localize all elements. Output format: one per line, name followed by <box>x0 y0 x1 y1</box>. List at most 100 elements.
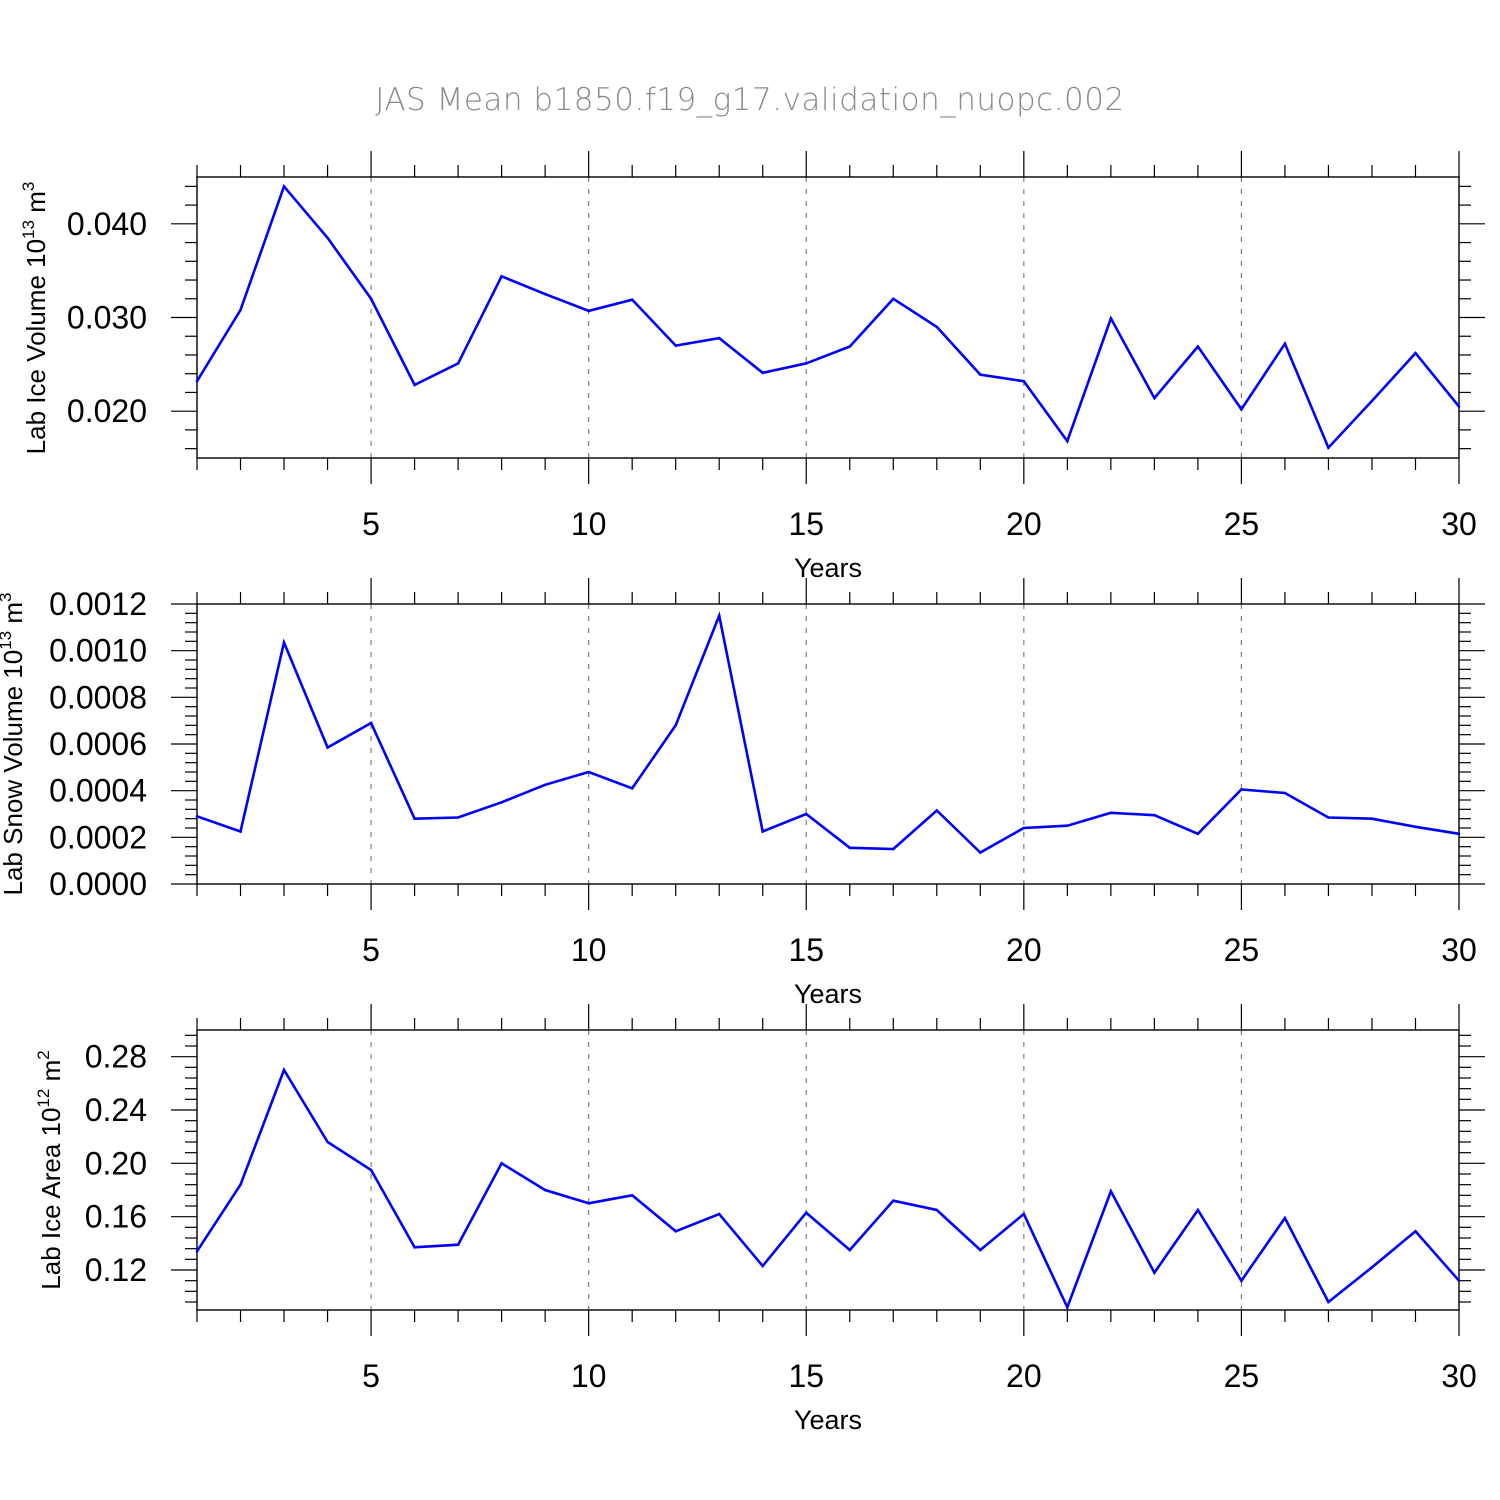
data-point <box>804 812 808 816</box>
y-tick-label: 0.020 <box>67 393 147 429</box>
data-point <box>804 1211 808 1214</box>
data-point <box>848 345 852 348</box>
data-point <box>282 641 286 644</box>
y-tick-label: 0.030 <box>67 300 147 336</box>
data-point <box>979 373 982 376</box>
data-point <box>282 1068 286 1072</box>
x-axis-label: Years <box>794 553 862 583</box>
y-axis-label-text: Lab Ice Volume 10 <box>21 239 51 454</box>
data-point <box>587 770 590 774</box>
x-axis-label: Years <box>794 979 862 1009</box>
data-point <box>500 801 503 804</box>
data-point <box>761 1264 765 1268</box>
data-point <box>369 297 373 301</box>
x-tick-label: 15 <box>788 1358 824 1394</box>
y-axis-label-text: Lab Snow Volume 10 <box>0 650 28 896</box>
x-tick-label: 30 <box>1441 932 1477 968</box>
data-point <box>413 817 416 820</box>
chart-panel-3: 5 10 15 20 25 30 0.12 0.16 0.20 0.24 0.28 Years Lab … <box>34 1004 1485 1435</box>
data-point <box>1196 1208 1200 1212</box>
data-point <box>1066 439 1069 443</box>
y-tick-label: 0.0008 <box>49 679 147 715</box>
x-tick-label: 25 <box>1224 932 1260 968</box>
data-point <box>1240 1279 1243 1282</box>
y-axis-label-unit: m <box>0 602 28 631</box>
data-point <box>891 297 895 301</box>
x-axis-label: Years <box>794 1405 862 1435</box>
data-point <box>630 1194 634 1197</box>
data-point <box>1022 1212 1026 1216</box>
data-point <box>674 724 677 727</box>
data-point <box>326 236 329 240</box>
data-point <box>1153 813 1156 817</box>
y-axis-label-exponent: 12 <box>34 1089 53 1108</box>
y-tick-label: 0.20 <box>85 1145 147 1181</box>
data-point <box>326 746 329 749</box>
y-axis-label-unit: m <box>36 1060 66 1089</box>
y-tick-label: 0.12 <box>85 1252 147 1288</box>
data-point <box>195 379 199 383</box>
chart-panel-2: 5 10 15 20 25 30 0.0000 0.0002 0.0004 0.0006 0.000… <box>0 578 1485 1009</box>
y-axis-label-text: Lab Ice Area 10 <box>36 1108 66 1290</box>
data-point <box>1327 446 1330 449</box>
data-point <box>761 371 765 375</box>
data-point <box>587 309 590 313</box>
y-axis-label-exponent: 13 <box>0 631 15 650</box>
y-axis-label: Lab Snow Volume 1013 m3 <box>0 592 28 895</box>
data-point <box>1283 1216 1287 1220</box>
x-tick-label: 15 <box>788 506 824 542</box>
data-point <box>1457 405 1461 408</box>
data-point <box>1414 825 1417 829</box>
data-point <box>1022 379 1026 383</box>
data-point <box>804 362 808 365</box>
x-tick-label: 10 <box>571 506 607 542</box>
data-point <box>979 1248 982 1252</box>
data-point <box>935 1208 939 1212</box>
data-point <box>717 614 721 617</box>
y-tick-label: 0.0012 <box>49 586 147 622</box>
data-point <box>369 721 373 725</box>
x-tick-label: 20 <box>1006 932 1042 968</box>
y-tick-label: 0.0000 <box>49 866 147 902</box>
y-tick-label: 0.16 <box>85 1199 147 1235</box>
y-axis-label: Lab Ice Area 1012 m2 <box>34 1050 66 1289</box>
data-point <box>717 1212 721 1216</box>
data-point <box>1066 824 1069 827</box>
data-point <box>282 185 286 188</box>
data-point <box>935 809 939 812</box>
y-axis-label: Lab Ice Volume 1013 m3 <box>19 182 51 455</box>
x-tick-label: 10 <box>571 1358 607 1394</box>
x-tick-label: 25 <box>1224 506 1260 542</box>
x-tick-label: 5 <box>362 932 380 968</box>
data-point <box>413 383 416 387</box>
x-tick-label: 30 <box>1441 506 1477 542</box>
data-point <box>239 830 242 833</box>
data-point <box>630 787 634 790</box>
data-point <box>1022 826 1026 830</box>
data-point <box>1109 317 1113 320</box>
y-tick-label: 0.24 <box>85 1092 147 1128</box>
y-tick-label: 0.0010 <box>49 633 147 669</box>
data-point <box>1457 832 1461 836</box>
data-point <box>239 1183 242 1186</box>
data-point <box>1109 811 1113 815</box>
data-point <box>543 1188 547 1192</box>
series-line <box>195 1067 1460 1311</box>
y-axis-label-exponent: 13 <box>19 220 38 239</box>
data-point <box>500 1162 503 1165</box>
data-point <box>1370 817 1374 820</box>
data-point <box>543 783 547 787</box>
x-tick-label: 20 <box>1006 1358 1042 1394</box>
y-tick-label: 0.0002 <box>49 819 147 855</box>
series-line <box>196 611 1460 855</box>
data-point <box>239 308 242 312</box>
data-point <box>587 1202 590 1205</box>
plot-frame <box>196 176 1460 459</box>
x-tick-label: 5 <box>362 1358 380 1394</box>
plot-frame <box>196 603 1460 885</box>
data-point <box>456 816 460 819</box>
data-point <box>1066 1306 1069 1309</box>
data-point <box>1370 399 1374 403</box>
data-point <box>891 1199 895 1202</box>
